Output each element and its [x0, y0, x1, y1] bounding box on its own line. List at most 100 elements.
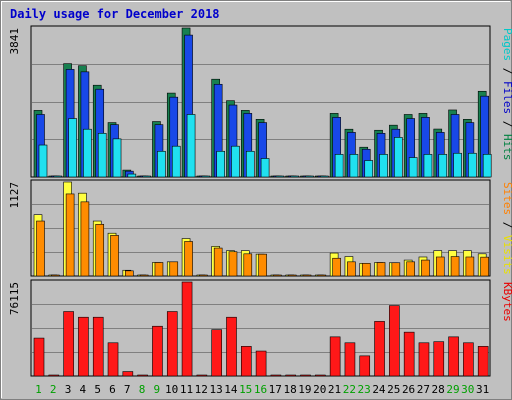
- bar-kbytes-day-9: [152, 325, 163, 377]
- bar-sites-day-31: [480, 256, 489, 277]
- bar-pages-day-30: [468, 152, 477, 178]
- bar-pages-day-18: [290, 175, 300, 178]
- bar-pages-day-1: [38, 144, 48, 178]
- bar-sites-day-29: [450, 256, 460, 277]
- bar-kbytes-day-4: [78, 316, 89, 377]
- panel-visits: 1127 Sites / Visits: [8, 179, 512, 277]
- bar-sites-day-26: [406, 261, 415, 277]
- bar-sites-day-23: [361, 263, 371, 277]
- day-label-30: 30: [461, 383, 474, 396]
- day-label-15: 15: [239, 383, 252, 396]
- bar-pages-day-8: [142, 175, 151, 178]
- bar-sites-day-15: [243, 253, 253, 277]
- bar-pages-day-21: [334, 154, 344, 178]
- bar-pages-day-29: [453, 152, 462, 178]
- bar-pages-day-27: [423, 154, 433, 178]
- day-label-16: 16: [254, 383, 267, 396]
- bar-pages-day-5: [97, 133, 107, 178]
- bar-kbytes-day-17: [270, 374, 282, 377]
- bar-sites-day-11: [184, 241, 193, 277]
- day-label-5: 5: [94, 383, 101, 396]
- legend: Pages / Files / Hits: [501, 28, 512, 161]
- bar-kbytes-day-14: [226, 316, 237, 377]
- bar-pages-day-20: [320, 175, 329, 178]
- day-label-2: 2: [50, 383, 57, 396]
- bar-kbytes-day-22: [344, 342, 356, 377]
- bar-sites-day-18: [287, 274, 297, 277]
- legend-entry: Sites: [501, 182, 512, 215]
- bar-pages-day-7: [127, 173, 137, 178]
- day-axis: 1 2 3 4 5 6 7 8 9 10 11 12 13 14 15 16 17 18 19 20 21 22 23 24 2…: [35, 383, 489, 396]
- bar-pages-day-12: [201, 175, 211, 178]
- bar-kbytes-day-21: [329, 336, 341, 377]
- bar-kbytes-day-6: [107, 342, 119, 377]
- bar-kbytes-day-13: [211, 329, 222, 377]
- day-label-31: 31: [476, 383, 489, 396]
- bar-pages-day-15: [245, 150, 255, 178]
- bar-pages-day-28: [438, 154, 448, 178]
- bar-kbytes-day-2: [48, 374, 60, 377]
- bar-sites-day-10: [169, 261, 179, 277]
- bar-pages-day-31: [482, 154, 492, 178]
- bar-pages-day-4: [83, 128, 92, 178]
- bar-pages-day-13: [216, 150, 225, 178]
- bar-pages-day-19: [305, 175, 314, 178]
- day-label-22: 22: [343, 383, 356, 396]
- bar-sites-day-12: [199, 274, 208, 277]
- day-label-3: 3: [65, 383, 72, 396]
- bar-pages-day-22: [349, 154, 359, 178]
- bar-sites-day-20: [317, 274, 327, 277]
- bar-sites-day-1: [36, 220, 45, 277]
- day-label-7: 7: [124, 383, 131, 396]
- day-label-17: 17: [269, 383, 282, 396]
- day-label-8: 8: [139, 383, 146, 396]
- day-label-26: 26: [402, 383, 415, 396]
- legend-entry: Visits: [501, 235, 512, 275]
- bar-kbytes-day-20: [315, 374, 326, 377]
- panels: 3841 Pages / Files / Hits 1127 Sites / Visi…: [8, 25, 512, 377]
- bar-kbytes-day-23: [359, 355, 371, 377]
- chart-title: Daily usage for December 2018: [10, 7, 220, 21]
- day-label-14: 14: [224, 383, 238, 396]
- bar-sites-day-13: [213, 247, 223, 277]
- legend-entry: Pages: [501, 28, 512, 61]
- bar-kbytes-day-26: [403, 331, 415, 377]
- bar-sites-day-21: [332, 257, 341, 277]
- legend-entry: KBytes: [501, 282, 512, 322]
- day-label-25: 25: [387, 383, 400, 396]
- legend: KBytes: [501, 282, 512, 322]
- day-label-10: 10: [165, 383, 178, 396]
- bar-kbytes-day-28: [433, 341, 445, 377]
- bar-kbytes-day-7: [122, 371, 134, 377]
- legend-entry: /: [501, 61, 512, 81]
- bar-pages-day-6: [112, 138, 122, 178]
- legend-entry: Files: [501, 81, 512, 114]
- bar-pages-day-14: [231, 145, 240, 178]
- day-label-11: 11: [180, 383, 193, 396]
- bar-kbytes-day-15: [240, 346, 252, 377]
- day-label-29: 29: [446, 383, 459, 396]
- day-label-28: 28: [432, 383, 445, 396]
- bar-pages-day-17: [275, 175, 285, 178]
- panel-hits: 3841 Pages / Files / Hits: [8, 25, 512, 178]
- bar-sites-day-8: [139, 274, 149, 277]
- ymax-label: 76115: [8, 282, 21, 315]
- bar-kbytes-day-1: [33, 337, 45, 377]
- bar-pages-day-23: [364, 160, 374, 178]
- bar-sites-day-6: [110, 235, 119, 277]
- day-label-4: 4: [80, 383, 87, 396]
- bar-kbytes-day-25: [389, 305, 400, 377]
- bar-kbytes-day-8: [137, 374, 148, 377]
- bar-sites-day-19: [302, 274, 312, 277]
- bar-sites-day-7: [125, 270, 134, 277]
- ymax-label: 3841: [8, 28, 21, 55]
- bar-kbytes-day-19: [300, 374, 311, 377]
- ymax-label: 1127: [8, 182, 21, 209]
- day-label-12: 12: [195, 383, 208, 396]
- bar-pages-day-3: [68, 118, 77, 178]
- day-label-13: 13: [209, 383, 222, 396]
- day-label-27: 27: [417, 383, 430, 396]
- bar-sites-day-17: [273, 274, 282, 277]
- bar-pages-day-2: [53, 175, 63, 178]
